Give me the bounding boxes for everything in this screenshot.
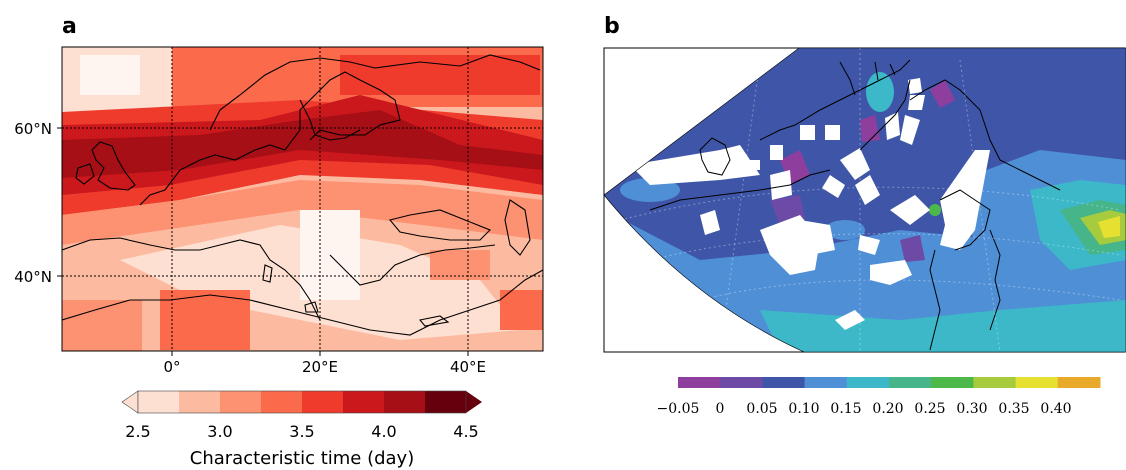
cb-a-label: Characteristic time (day) [190,448,414,469]
lon-label-20e: 20°E [302,358,338,376]
panel-a-frame [61,46,544,352]
panel-b-graticule [619,48,1121,352]
panel-a-coastlines [62,54,543,336]
b-baltic-coast [859,79,911,151]
cb-a-tick-2.5: 2.5 [125,422,150,441]
cb-b-tick-0: 0 [716,401,725,417]
sahara-patch [160,290,250,350]
east-patch [430,250,490,280]
caspian-coast [504,199,531,256]
cb-b-tick-0.05: 0.05 [746,401,777,417]
corsica-coast [262,264,273,283]
center-blue-patch [825,220,865,240]
panel-a-gridlines [62,47,543,351]
panel-b-domain-outline [603,47,1126,353]
panel-a-map [62,47,543,351]
b-britain-coast [699,137,731,176]
black-sea-coast [389,209,491,241]
sicily-coast [304,301,319,313]
panel-a-letter: a [62,14,77,39]
cb-b-swatch [889,377,932,388]
cb-b-swatch [678,377,721,388]
b-east-coast [909,79,1061,191]
cb-a-tick-4.5: 4.5 [453,422,478,441]
north-coast [139,71,401,206]
lon-label-40e: 40°E [450,358,486,376]
north-cyan-patch [866,72,894,112]
b-north-coast [759,59,911,141]
cb-a-extend-max [466,391,482,413]
cb-b-swatch [762,377,806,388]
baltic-coast [299,99,361,141]
cb-b-swatch [804,377,848,388]
nw-lightest-area [80,55,140,95]
south-cyan-region [760,300,1126,352]
panel-b-letter: b [604,14,620,39]
lat-label-60n: 60°N [14,120,52,138]
cb-a-frame [137,390,467,414]
b-africa-coast [929,249,941,351]
panel-b-map [604,48,1126,352]
b-iberia-coast [649,169,831,211]
iberia-france-coast [62,237,321,321]
lon-label-0: 0° [163,358,180,376]
cb-b-swatch [846,377,890,388]
cb-a-tick-4.0: 4.0 [371,422,396,441]
scandinavia-coast [209,54,541,131]
cb-a-tick-3.0: 3.0 [207,422,232,441]
panel-b-colorbar [678,377,1101,388]
panel-a-colorbar [121,390,482,414]
center-green-dot [929,204,941,216]
balkan-turkey-coast [329,244,496,286]
crete-coast [418,315,450,327]
missing-data-cells [630,78,990,330]
cb-b-tick-0.15: 0.15 [830,401,861,417]
b-blacksea-coast [939,189,991,251]
cb-a-swatch [220,391,262,413]
cb-b-tick-0.35: 0.35 [998,401,1029,417]
cb-b-tick-0.25: 0.25 [914,401,945,417]
cb-a-swatch [138,391,180,413]
west-blue-patch [620,178,680,202]
cb-a-swatch [261,391,303,413]
cb-b-tick-0.40: 0.40 [1040,401,1071,417]
purple-patch-5 [930,80,955,108]
cb-b-swatch [931,377,974,388]
cb-b-tick-0.20: 0.20 [872,401,903,417]
b-caspian-coast [989,229,1001,331]
purple-patch-4 [900,235,925,262]
cb-a-swatch [425,391,467,413]
lat-label-40n: 40°N [14,268,52,286]
ne-band [340,55,540,95]
cb-b-swatch [973,377,1017,388]
panel-b-coastlines [649,59,1061,351]
se-patch [500,290,543,330]
africa-coast [62,269,543,336]
britain-coast [91,141,136,191]
ireland-coast [75,163,95,185]
b-scandinavia-coast [839,61,896,96]
cb-a-swatch [179,391,221,413]
cb-a-extend-min [121,390,139,414]
cb-b-swatch [1015,377,1059,388]
cb-a-swatch [302,391,344,413]
panel-a-tickmarks [57,127,469,356]
east-yellow-region [1098,216,1120,238]
cb-b-tick-0.30: 0.30 [956,401,987,417]
cb-b-tick-0.10: 0.10 [788,401,819,417]
cb-b-swatch [1057,377,1101,388]
cb-b-tick-neg0.05: −0.05 [657,401,700,417]
darkest-band [62,110,543,178]
mid-band [62,180,543,245]
cb-b-swatch [720,377,763,388]
cb-a-swatch [343,391,385,413]
cb-a-tick-3.5: 3.5 [289,422,314,441]
cb-a-swatch [384,391,426,413]
